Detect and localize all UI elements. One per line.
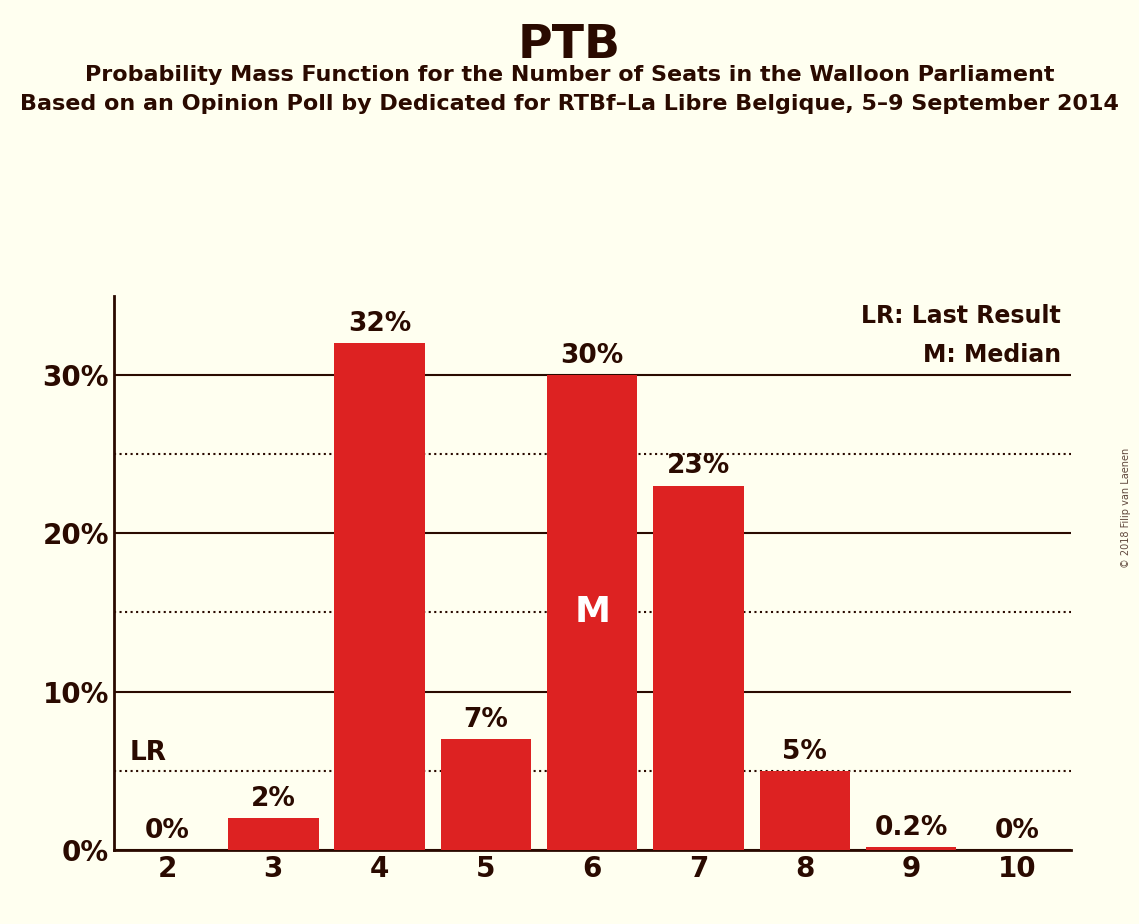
Text: PTB: PTB [518, 23, 621, 68]
Bar [228, 819, 319, 850]
Text: LR: LR [130, 740, 166, 766]
Text: 5%: 5% [782, 738, 827, 764]
Bar [654, 486, 744, 850]
Text: 7%: 7% [464, 707, 508, 733]
Text: 2%: 2% [251, 786, 296, 812]
Text: Based on an Opinion Poll by Dedicated for RTBf–La Libre Belgique, 5–9 September : Based on an Opinion Poll by Dedicated fo… [21, 94, 1118, 115]
Text: 32%: 32% [349, 310, 411, 337]
Bar [547, 375, 638, 850]
Text: 0.2%: 0.2% [875, 815, 948, 841]
Text: 0%: 0% [145, 818, 189, 844]
Text: 0%: 0% [995, 818, 1040, 844]
Bar [335, 343, 425, 850]
Bar [866, 847, 957, 850]
Text: M: M [574, 595, 611, 629]
Text: 30%: 30% [560, 343, 624, 369]
Bar [760, 771, 850, 850]
Bar [441, 739, 531, 850]
Text: Probability Mass Function for the Number of Seats in the Walloon Parliament: Probability Mass Function for the Number… [84, 65, 1055, 85]
Text: © 2018 Filip van Laenen: © 2018 Filip van Laenen [1121, 448, 1131, 568]
Text: 23%: 23% [667, 454, 730, 480]
Text: M: Median: M: Median [923, 343, 1062, 367]
Text: LR: Last Result: LR: Last Result [861, 304, 1062, 328]
